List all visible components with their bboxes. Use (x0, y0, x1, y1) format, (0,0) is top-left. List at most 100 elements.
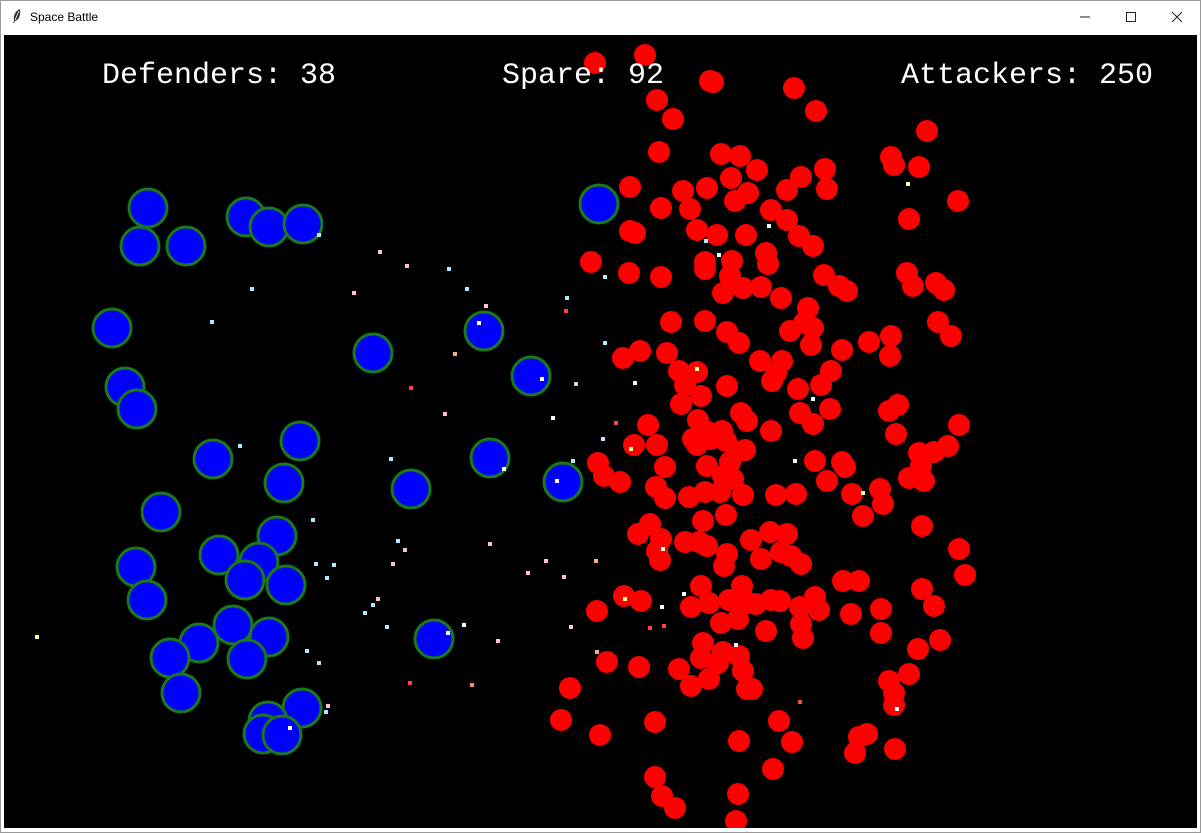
spare-counter: Spare: 92 (502, 57, 664, 95)
attacker-ship (707, 652, 729, 674)
attacker-ship (698, 592, 720, 614)
attacker-ship (709, 481, 731, 503)
attacker-ship (768, 710, 790, 732)
projectile (661, 547, 665, 551)
attacker-ship (660, 311, 682, 333)
attacker-ship (679, 198, 701, 220)
projectile (564, 309, 568, 313)
attacker-ship (762, 758, 784, 780)
attacker-ship (907, 638, 929, 660)
attacker-ship (550, 709, 572, 731)
attacker-ship (712, 282, 734, 304)
attacker-ship (650, 197, 672, 219)
attacker-ship (802, 235, 824, 257)
attacker-ship (765, 484, 787, 506)
attacker-ship (698, 668, 720, 690)
attacker-ship (630, 590, 652, 612)
projectile (734, 643, 738, 647)
attacker-ship (623, 434, 645, 456)
attacker-ship (670, 393, 692, 415)
projectile (571, 459, 575, 463)
attacker-ship (735, 224, 757, 246)
attacker-ship (923, 595, 945, 617)
attacker-ship (759, 521, 781, 543)
projectile (906, 182, 910, 186)
close-icon (1171, 11, 1183, 22)
attacker-ship (584, 52, 606, 74)
attacker-ship (884, 738, 906, 760)
projectile (798, 700, 802, 704)
projectile (682, 592, 686, 596)
attacker-ship (725, 810, 747, 828)
attacker-ship (696, 535, 718, 557)
attacker-ship (596, 651, 618, 673)
attacker-ship (589, 724, 611, 746)
defender-ship (413, 618, 455, 660)
attacker-ship (619, 176, 641, 198)
attacker-ship (769, 590, 791, 612)
projectile (238, 444, 242, 448)
attacker-ship (727, 608, 749, 630)
attacker-ship (646, 540, 668, 562)
attacker-ship (802, 413, 824, 435)
projectile (502, 467, 506, 471)
attacker-ship (686, 219, 708, 241)
attacker-ship (841, 483, 863, 505)
defender-ship (263, 462, 305, 504)
defender-ship (265, 564, 307, 606)
battle-canvas[interactable]: Defenders: 38 Spare: 92 Attackers: 250 (4, 35, 1197, 828)
attacker-ship (783, 77, 805, 99)
attacker-ship (672, 180, 694, 202)
projectile (396, 539, 400, 543)
attacker-ship (749, 350, 771, 372)
window-title: Space Battle (30, 10, 99, 24)
attacker-ship (734, 439, 756, 461)
attacker-ship (840, 603, 862, 625)
attacker-ship (613, 585, 635, 607)
projectile (311, 518, 315, 522)
attacker-ship (872, 493, 894, 515)
attacker-ship (715, 504, 737, 526)
attacker-ship (648, 141, 670, 163)
maximize-button[interactable] (1108, 1, 1154, 32)
attacker-ship (690, 575, 712, 597)
close-button[interactable] (1154, 1, 1200, 32)
attacker-ship (913, 470, 935, 492)
projectile (378, 250, 382, 254)
projectile (526, 571, 530, 575)
projectile (363, 611, 367, 615)
attacker-ship (844, 742, 866, 764)
minimize-button[interactable] (1062, 1, 1108, 32)
projectile (629, 447, 633, 451)
attacker-ship (805, 100, 827, 122)
attacker-ship (816, 178, 838, 200)
projectile (662, 624, 666, 628)
defender-ship (126, 579, 168, 621)
attacker-ship (656, 342, 678, 364)
attacker-ship (637, 414, 659, 436)
attacker-ship (609, 471, 631, 493)
attacker-ship (586, 600, 608, 622)
attacker-ship (898, 663, 920, 685)
projectile (446, 631, 450, 635)
projectile (408, 681, 412, 685)
attacker-ship (776, 209, 798, 231)
defender-ship (248, 206, 290, 248)
defender-ship (226, 638, 268, 680)
projectile (793, 459, 797, 463)
attacker-ship (802, 317, 824, 339)
attacker-ship (728, 730, 750, 752)
attacker-ship (781, 731, 803, 753)
attacker-ship (612, 347, 634, 369)
projectile (717, 253, 721, 257)
attacker-ship (664, 797, 686, 819)
projectile (695, 367, 699, 371)
projectile (540, 377, 544, 381)
title-bar[interactable]: Space Battle (1, 1, 1200, 32)
projectile (603, 341, 607, 345)
attacker-ship (880, 325, 902, 347)
attacker-ship (757, 253, 779, 275)
attacker-ship (814, 158, 836, 180)
projectile (409, 386, 413, 390)
attacker-ship (740, 529, 762, 551)
